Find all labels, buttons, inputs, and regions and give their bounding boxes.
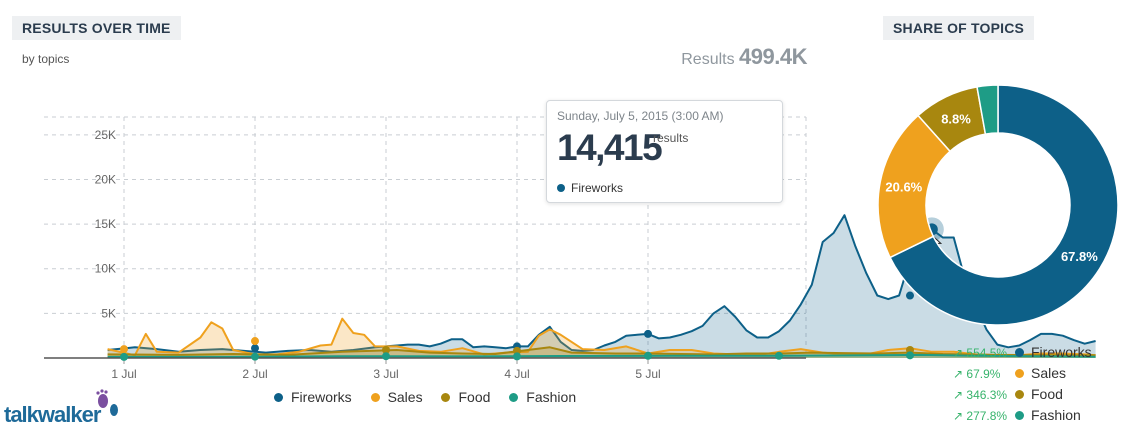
y-tick-label-20k: 20K [95,172,116,186]
donut-label-sales: 20.6% [885,179,922,194]
area-sales [107,318,1096,358]
legend-dot-food [441,393,451,402]
legend-dot-fireworks [274,393,283,402]
line-food [107,346,1096,357]
share-dot-sales [1015,369,1024,378]
change-fashion: ↗ 277.8% [953,409,1008,423]
share-dot-fashion [1015,411,1024,420]
marker-food-6 [382,345,390,354]
marker-fashion-13 [644,351,652,360]
marker-fireworks-3 [906,291,914,300]
x-tick-label-3-jul: 3 Jul [373,367,398,381]
donut-slice-fireworks [889,84,1119,326]
chart-legend: Fireworks Sales Food Fashion [274,389,591,405]
legend-label-fireworks: Fireworks [291,389,352,405]
share-legend-row-fireworks[interactable]: ↗ 554.5% Fireworks [953,342,1092,363]
share-label-fashion: Fashion [1031,407,1081,423]
results-label: Results [681,51,735,68]
marker-fashion-12 [513,352,521,361]
legend-dot-fashion [509,393,519,402]
legend-item-fashion[interactable]: Fashion [509,389,576,405]
marker-sales-5 [251,337,259,346]
change-sales: ↗ 67.9% [953,367,1001,381]
change-food: ↗ 346.3% [953,388,1008,402]
tooltip-series-dot [557,184,565,192]
y-tick-label-10k: 10K [95,262,116,276]
tooltip-series-name: Fireworks [571,181,624,195]
donut-label-food: 8.8% [941,112,971,127]
marker-fashion-15 [906,351,914,360]
change-sales-value: 67.9% [966,367,1001,381]
line-sales [107,317,1096,357]
donut-slice-fashion [976,84,999,135]
y-tick-label-15k: 15K [95,217,116,231]
marker-fireworks-2 [644,329,652,338]
chart-subtitle: by topics [22,52,70,66]
tooltip-series: Fireworks [557,181,623,195]
results-over-time-title: RESULTS OVER TIME [12,16,181,40]
change-fireworks: ↗ 554.5% [953,346,1008,360]
line-fashion [107,353,1096,358]
tooltip-unit: results [653,131,689,145]
tooltip-value: 14,415 [557,127,663,168]
legend-dot-sales [370,393,380,402]
share-legend-row-food[interactable]: ↗ 346.3% Food [953,384,1092,405]
share-dot-fireworks [1015,348,1024,357]
marker-fashion-10 [251,352,259,361]
marker-fireworks-0 [251,344,259,353]
marker-sales-4 [120,345,128,354]
x-tick-label-5-jul: 5 Jul [635,367,660,381]
share-dot-food [1015,390,1024,399]
legend-label-sales: Sales [387,389,423,405]
donut-label-fireworks: 67.8% [1061,249,1098,264]
area-fireworks [107,215,1096,358]
legend-label-food: Food [458,389,491,405]
change-fireworks-value: 554.5% [966,346,1008,360]
marker-fashion-11 [382,352,390,361]
legend-item-sales[interactable]: Sales [370,389,423,405]
marker-fashion-14 [775,351,783,360]
change-food-value: 346.3% [966,388,1008,402]
chart-tooltip: Sunday, July 5, 2015 (3:00 AM) 14,415 re… [546,100,783,203]
talkwalker-logo: talkwalker [4,402,101,427]
y-tick-label-5k: 5K [101,306,116,320]
marker-fashion-9 [120,352,128,361]
results-value: 499.4K [739,44,807,69]
x-tick-label-4-jul: 4 Jul [504,367,529,381]
x-tick-label-2-jul: 2 Jul [242,367,267,381]
share-legend-row-sales[interactable]: ↗ 67.9% Sales [953,363,1092,384]
share-legend-row-fashion[interactable]: ↗ 277.8% Fashion [953,405,1092,426]
share-legend: ↗ 554.5% Fireworks ↗ 67.9% Sales ↗ 346.3% F… [953,342,1092,426]
share-label-food: Food [1031,386,1063,402]
share-of-topics-title: SHARE OF TOPICS [883,16,1035,40]
marker-food-7 [513,346,521,355]
tooltip-date: Sunday, July 5, 2015 (3:00 AM) [557,109,724,123]
x-tick-label-1-jul: 1 Jul [111,367,136,381]
share-label-sales: Sales [1031,365,1067,381]
share-label-fireworks: Fireworks [1031,344,1092,360]
legend-item-fireworks[interactable]: Fireworks [274,389,352,405]
legend-label-fashion: Fashion [526,389,577,405]
legend-item-food[interactable]: Food [441,389,490,405]
y-tick-label-25k: 25K [95,128,116,142]
results-total: Results 499.4K [681,44,807,70]
change-fashion-value: 277.8% [966,409,1008,423]
